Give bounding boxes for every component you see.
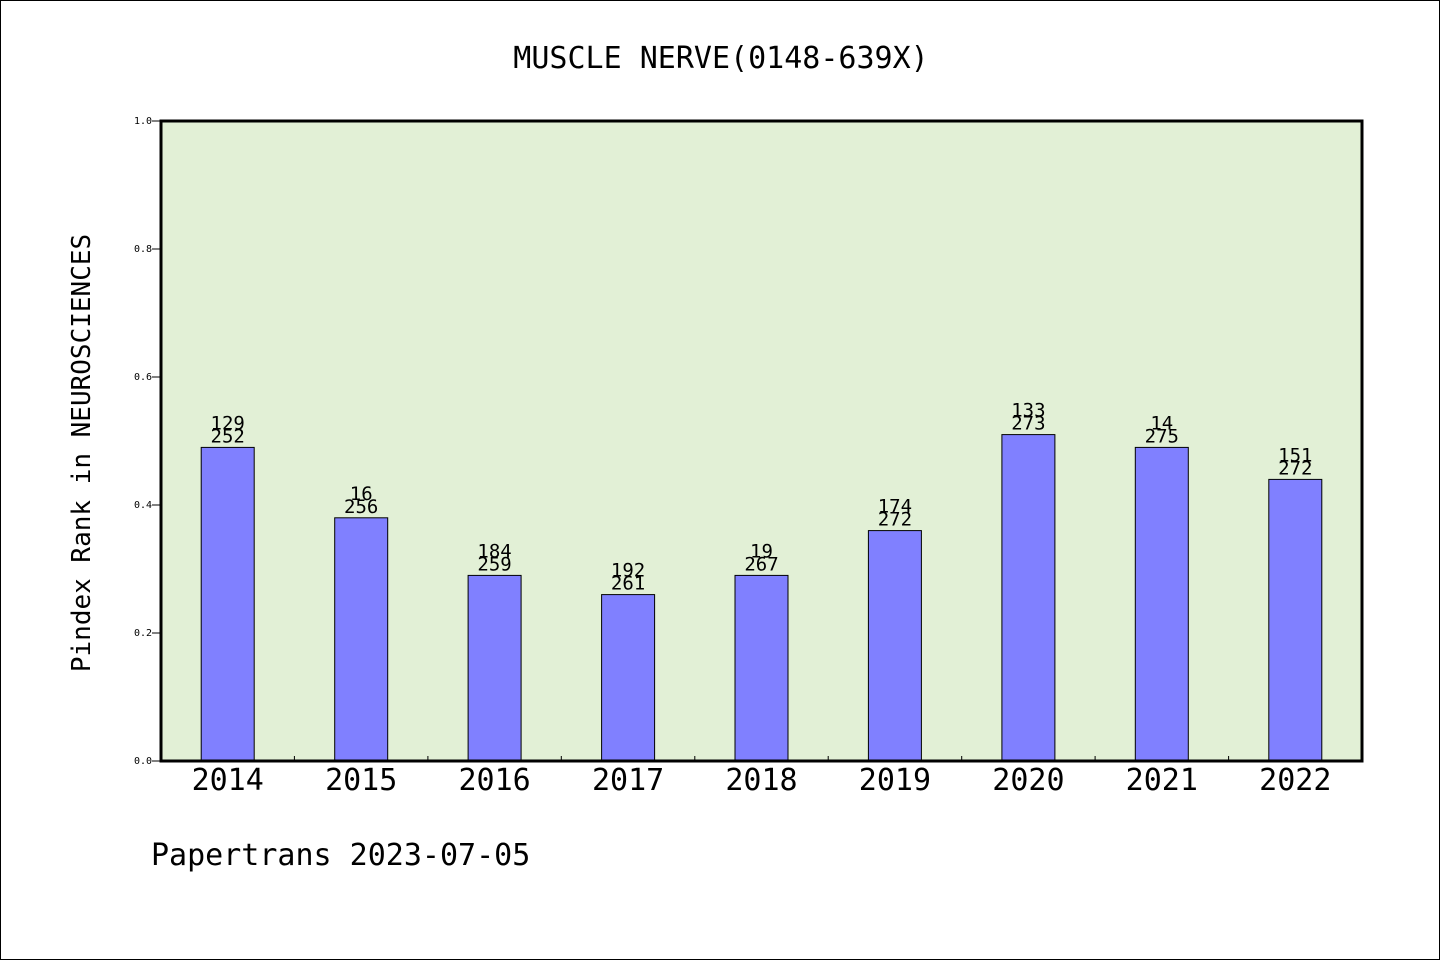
bar-total-label: 275 [1145, 425, 1179, 447]
bar-2017 [601, 594, 656, 762]
y-tick-label: 0.4 [134, 500, 152, 511]
bar-rank-label: 184 [477, 540, 511, 562]
bar-rank-label: 192 [611, 560, 645, 582]
x-tick-label: 2018 [725, 763, 797, 798]
chart-title: MUSCLE NERVE(0148-639X) [513, 41, 928, 76]
bar-2022 [1268, 478, 1323, 762]
x-axis: 2014 2015 2016 2017 2018 2019 2020 2021 2022 [192, 756, 1331, 798]
x-tick-label: 2014 [192, 763, 264, 798]
bar-total-label: 261 [611, 573, 645, 595]
x-tick-label: 2017 [592, 763, 664, 798]
bar-total-label: 267 [744, 553, 778, 575]
bar-2020 [1001, 434, 1056, 762]
x-tick-label: 2021 [1126, 763, 1198, 798]
bar-rank-label: 151 [1278, 444, 1312, 466]
bar-2019 [867, 530, 922, 762]
bar-2016 [467, 574, 522, 762]
bar-rank-label: 129 [211, 412, 245, 434]
x-tick-label: 2022 [1259, 763, 1331, 798]
bar-2021 [1134, 446, 1189, 762]
y-axis-label: Pindex Rank in NEUROSCIENCES [67, 234, 97, 672]
bar-total-label: 256 [344, 496, 378, 518]
y-tick-label: 0.0 [134, 756, 152, 767]
x-tick-label: 2015 [325, 763, 397, 798]
bar-total-label: 259 [477, 553, 511, 575]
bar-2014 [200, 446, 255, 762]
y-tick-label: 0.2 [134, 628, 152, 639]
bar-total-label: 273 [1011, 413, 1045, 435]
y-tick-label: 0.8 [134, 244, 152, 255]
bars-group [200, 434, 1323, 762]
bar-2015 [334, 517, 389, 762]
bar-2018 [734, 574, 789, 762]
bar-rank-label: 19 [750, 540, 773, 562]
x-tick-label: 2020 [992, 763, 1064, 798]
y-tick-label: 1.0 [134, 116, 152, 127]
bar-total-label: 272 [1278, 457, 1312, 479]
bar-total-label: 272 [878, 509, 912, 531]
bar-total-label: 252 [211, 425, 245, 447]
x-tick-label: 2019 [859, 763, 931, 798]
bar-rank-label: 174 [878, 496, 912, 518]
plot-frame [159, 119, 1364, 763]
y-axis: 0.0 0.2 0.4 0.6 0.8 1.0 [134, 116, 161, 767]
bar-rank-label: 16 [350, 483, 373, 505]
y-tick-label: 0.6 [134, 372, 152, 383]
bar-rank-label: 14 [1150, 412, 1173, 434]
bar-rank-label: 133 [1011, 400, 1045, 422]
footer-credit: Papertrans 2023-07-05 [151, 838, 530, 873]
x-tick-label: 2016 [458, 763, 530, 798]
